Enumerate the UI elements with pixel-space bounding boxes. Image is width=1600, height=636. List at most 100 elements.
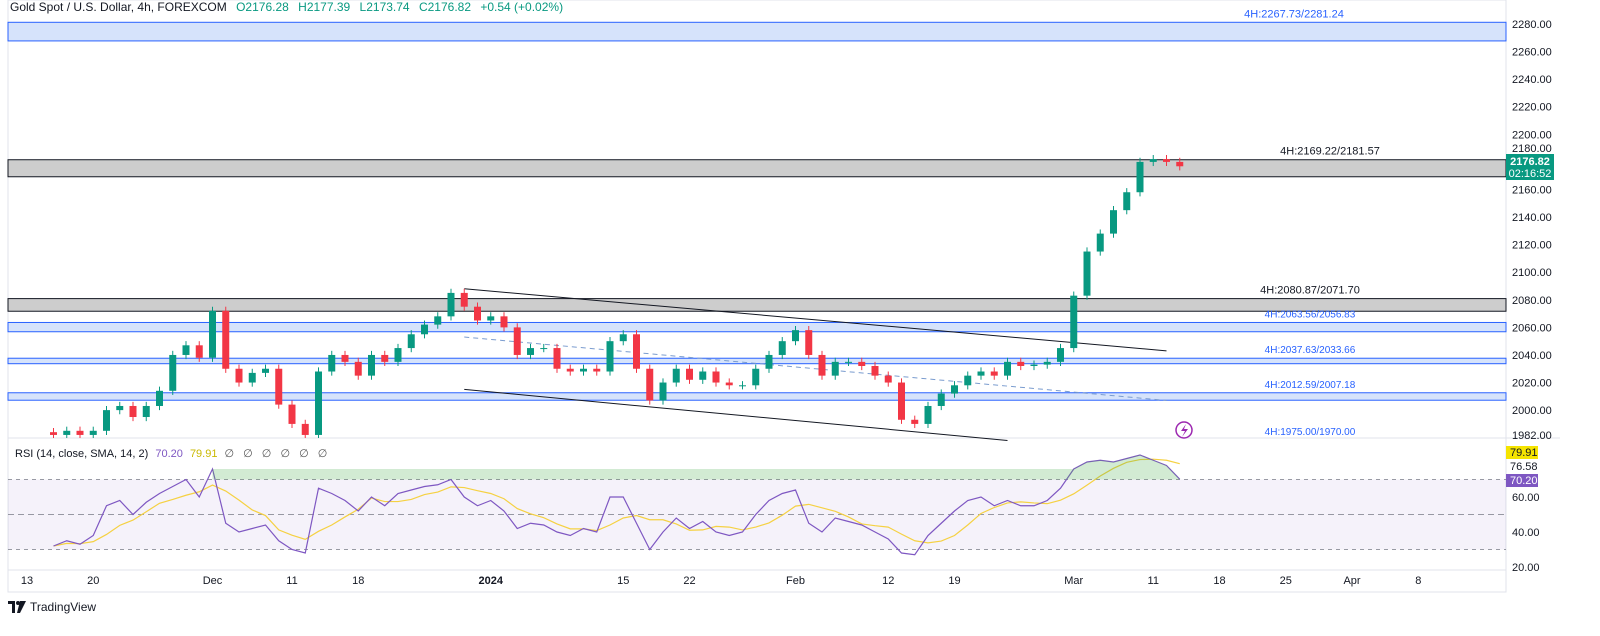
rsi-line [53, 454, 1181, 556]
price-tick-label: 2100.00 [1512, 267, 1552, 279]
candles-layer [50, 155, 1184, 438]
price-tick-label: 2260.00 [1512, 47, 1552, 59]
zone-label: 4H:2080.87/2071.70 [1260, 285, 1360, 297]
zones-layer: 4H:2267.73/2281.24 4H:2169.22/2181.57 4H:2… [7, 8, 1507, 438]
last-price: 2176.82 [1510, 156, 1550, 168]
trendline [464, 288, 1167, 352]
price-tick-label: 2200.00 [1512, 129, 1552, 141]
time-tick-label: 13 [21, 575, 33, 587]
candle-body [235, 368, 243, 383]
rsi-sma-value: 79.91 [189, 448, 218, 460]
price-tick-label: 2040.00 [1512, 350, 1552, 362]
candle-body [990, 371, 998, 376]
candle-body [752, 368, 760, 386]
candle-body [871, 365, 879, 376]
candle-body [1057, 348, 1064, 362]
candle-body [1096, 233, 1104, 252]
rsi-axis-tags: 79.91 76.58 70.20 [1506, 446, 1538, 487]
candle-body [646, 368, 654, 401]
candle-body [699, 371, 707, 380]
candle-body [527, 348, 534, 355]
time-tick-label: 25 [1280, 575, 1292, 587]
time-tick-label: 2024 [479, 575, 504, 587]
price-tick-label: 2060.00 [1512, 322, 1552, 334]
zone-box [7, 392, 1507, 401]
candle-body [606, 341, 614, 372]
candle-body [394, 348, 402, 362]
candle-body [447, 292, 455, 317]
candle-body [964, 375, 972, 386]
price-tick-label: 2140.00 [1512, 212, 1552, 224]
candle-body [911, 419, 919, 424]
candle-body [937, 393, 945, 406]
brand-name: TradingView [30, 600, 97, 614]
candle-body [195, 345, 203, 358]
candle-body [248, 372, 256, 383]
candle-body [368, 354, 375, 376]
candle-body [487, 316, 495, 321]
candle-body [633, 334, 640, 369]
price-axis[interactable]: 1982.00 2000.00 2020.00 2040.00 2060.00 2080.… [1512, 19, 1552, 574]
candle-body [884, 375, 892, 383]
candle-body [1110, 210, 1117, 234]
zone-label: 4H:2169.22/2181.57 [1280, 146, 1380, 158]
candle-body [858, 361, 866, 366]
candle-body [169, 354, 177, 391]
candle-body [712, 371, 720, 383]
candle-body [288, 404, 296, 424]
ohlc-open: O2176.28 [236, 0, 289, 14]
time-tick-label: 19 [948, 575, 960, 587]
zone-label: 4H:2063.56/2056.83 [1265, 309, 1356, 320]
time-tick-label: 15 [617, 575, 629, 587]
trendline [464, 336, 1167, 401]
candle-body [805, 330, 813, 355]
candle-body [209, 310, 216, 358]
time-tick-label: Dec [203, 575, 223, 587]
candle-body [1176, 161, 1184, 167]
time-tick-label: 11 [286, 575, 297, 587]
time-tick-label: 11 [1148, 575, 1159, 587]
time-tick-label: Feb [786, 575, 805, 587]
price-tick-label: 2220.00 [1512, 102, 1552, 114]
ohlc-low: L2173.74 [359, 0, 410, 14]
ohlc-change: +0.54 (+0.02%) [480, 0, 564, 14]
candle-body [593, 368, 601, 372]
price-tick-label: 2160.00 [1512, 184, 1552, 196]
lightning-icon[interactable] [1175, 421, 1193, 439]
price-tick-label: 2180.00 [1512, 143, 1552, 155]
price-tick-label: 2280.00 [1512, 19, 1552, 31]
time-tick-label: 18 [1213, 575, 1225, 587]
candle-body [142, 405, 150, 418]
zone-box [7, 159, 1507, 178]
candle-body [1163, 159, 1170, 162]
candle-body [739, 385, 746, 387]
candle-body [1149, 159, 1157, 162]
zone-label: 4H:1975.00/1970.00 [1265, 427, 1356, 438]
rsi-tick-label: 20.00 [1512, 562, 1540, 574]
ohlc-close: C2176.82 [418, 0, 471, 14]
zone-label: 4H:2012.59/2007.18 [1265, 380, 1356, 391]
time-axis[interactable]: 13 20 Dec 11 18 2024 15 22 Feb 12 19 Mar 11 18 25 Apr 8 [21, 575, 1421, 587]
candle-body [580, 368, 587, 372]
candle-body [951, 385, 958, 394]
rsi-mid-tag: 76.58 [1510, 461, 1538, 473]
candle-body [76, 430, 84, 435]
ohlc-high: H2177.39 [298, 0, 351, 14]
trendline [464, 388, 1008, 441]
candle-body [434, 316, 442, 325]
candle-body [619, 334, 627, 342]
candle-body [778, 341, 786, 355]
candle-body [765, 354, 773, 369]
candle-body [540, 348, 548, 350]
candle-body [50, 432, 57, 435]
candle-body [792, 330, 799, 342]
rsi-sma-tag: 79.91 [1510, 447, 1538, 459]
candle-body [116, 405, 124, 411]
chart-frame [7, 0, 1507, 593]
time-tick-label: 8 [1415, 575, 1421, 587]
rsi-sma-line [53, 458, 1180, 547]
zone-box [7, 357, 1507, 365]
candle-body [977, 371, 985, 376]
candle-body [1017, 361, 1025, 366]
